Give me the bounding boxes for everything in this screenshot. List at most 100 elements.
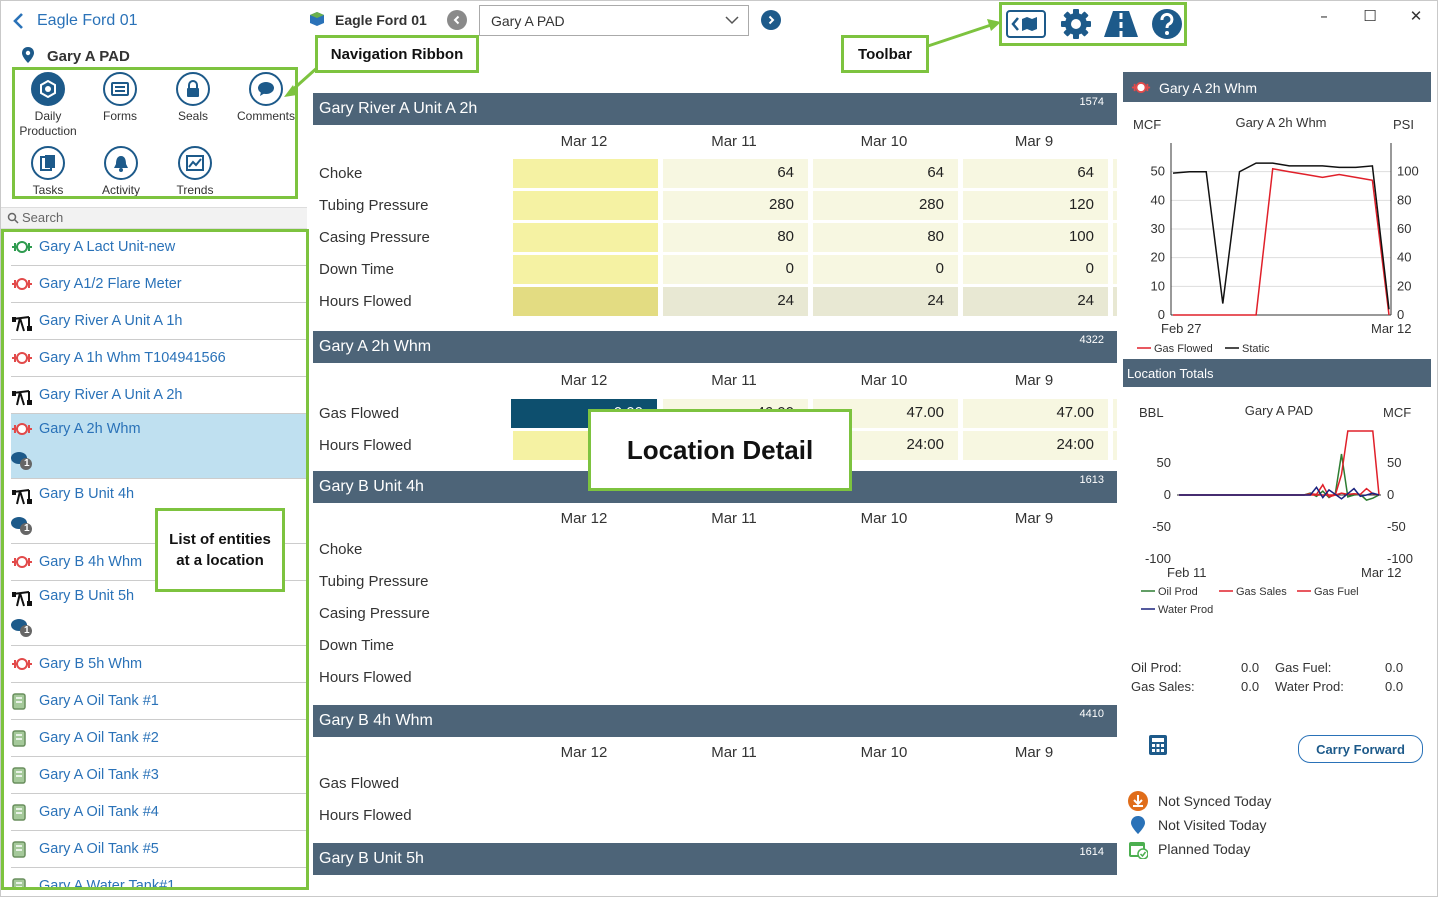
date-label: Mar 11 bbox=[711, 372, 757, 389]
location-totals-chart[interactable]: Gary A PAD BBL MCF -100 -50 0 50 -100 -50 0 50 Feb … bbox=[1123, 389, 1431, 621]
comment-badge-icon[interactable]: 1 bbox=[11, 451, 33, 471]
section-header[interactable]: Gary A 2h Whm 4322 bbox=[313, 331, 1117, 363]
y-tick-label: 0 bbox=[1158, 307, 1165, 322]
data-cell[interactable] bbox=[513, 223, 658, 252]
entity-trend-chart[interactable]: Gary A 2h Whm MCF PSI 0 10 20 30 40 50 0 20 40 60 80 1… bbox=[1123, 105, 1431, 357]
data-cell[interactable]: 80 bbox=[813, 223, 958, 252]
settings-button[interactable] bbox=[1056, 8, 1096, 40]
data-cell[interactable] bbox=[513, 159, 658, 188]
carry-forward-button[interactable]: Carry Forward bbox=[1298, 735, 1423, 763]
list-item[interactable]: Gary River A Unit A 2h bbox=[11, 377, 306, 414]
data-cell[interactable] bbox=[1113, 255, 1117, 284]
search-input[interactable]: Search bbox=[22, 210, 64, 225]
list-item-selected[interactable]: Gary A 2h Whm 1 bbox=[11, 414, 306, 479]
list-item[interactable]: Gary A Oil Tank #4 bbox=[11, 794, 306, 831]
y-tick-label: -50 bbox=[1152, 519, 1171, 534]
map-button[interactable] bbox=[1006, 8, 1046, 40]
ribbon-daily-production[interactable]: Daily Production bbox=[12, 72, 84, 139]
y-tick-label: 20 bbox=[1397, 278, 1411, 293]
row-label: Gas Flowed bbox=[319, 405, 400, 422]
legend-label: Gas Fuel bbox=[1314, 586, 1359, 598]
data-cell[interactable] bbox=[513, 191, 658, 220]
site-title: Eagle Ford 01 bbox=[335, 12, 427, 28]
comment-badge-icon[interactable]: 1 bbox=[11, 516, 33, 536]
data-row: Tubing Pressure 280 280 120 bbox=[313, 189, 1117, 221]
ribbon-tasks[interactable]: Tasks bbox=[12, 146, 84, 198]
ribbon-label: Activity bbox=[101, 183, 140, 197]
list-item[interactable]: Gary A Lact Unit-new bbox=[11, 229, 306, 266]
meter-red-icon bbox=[11, 277, 33, 291]
gas-fuel-value: 0.0 bbox=[1385, 660, 1404, 675]
data-cell[interactable]: 120 bbox=[963, 191, 1108, 220]
y-tick-label: 50 bbox=[1387, 455, 1401, 470]
data-cell[interactable]: 24 bbox=[663, 287, 808, 316]
next-location-button[interactable] bbox=[761, 10, 781, 30]
entity-list-callout: List of entities at a location bbox=[155, 508, 285, 592]
site-name[interactable]: Eagle Ford 01 bbox=[37, 12, 138, 29]
data-cell[interactable]: 280 bbox=[813, 191, 958, 220]
data-row: Choke 64 64 64 bbox=[313, 157, 1117, 189]
data-cell[interactable]: 280 bbox=[663, 191, 808, 220]
y-tick-label: 30 bbox=[1151, 221, 1165, 236]
y-axis-label-right: PSI bbox=[1393, 117, 1414, 132]
comment-badge-icon[interactable]: 1 bbox=[11, 618, 33, 638]
y-tick-label: 10 bbox=[1151, 278, 1165, 293]
list-item[interactable]: Gary A1/2 Flare Meter bbox=[11, 266, 306, 303]
tank-icon bbox=[11, 840, 27, 858]
data-cell[interactable] bbox=[1113, 191, 1117, 220]
data-cell[interactable]: 24 bbox=[813, 287, 958, 316]
help-button[interactable] bbox=[1147, 8, 1187, 40]
data-cell[interactable] bbox=[1113, 399, 1117, 428]
list-item[interactable]: Gary A 1h Whm T104941566 bbox=[11, 340, 306, 377]
search-bar[interactable]: Search bbox=[1, 207, 307, 229]
list-item[interactable]: Gary A Water Tank#1 bbox=[11, 868, 306, 889]
calculator-button[interactable] bbox=[1148, 734, 1168, 756]
data-cell[interactable]: 100 bbox=[963, 223, 1108, 252]
data-cell[interactable]: 24 bbox=[963, 287, 1108, 316]
data-cell[interactable]: 80 bbox=[663, 223, 808, 252]
row-label: Hours Flowed bbox=[319, 293, 412, 310]
list-item[interactable]: Gary B Unit 5h 1 bbox=[11, 581, 306, 646]
location-totals-header: Location Totals bbox=[1123, 359, 1431, 387]
ribbon-seals[interactable]: Seals bbox=[157, 72, 229, 124]
location-dropdown[interactable]: Gary A PAD bbox=[479, 5, 749, 36]
route-button[interactable] bbox=[1101, 8, 1141, 40]
ribbon-activity[interactable]: Activity bbox=[85, 146, 157, 198]
data-cell[interactable] bbox=[1113, 431, 1117, 460]
data-cell[interactable] bbox=[513, 287, 658, 316]
data-cell[interactable] bbox=[1113, 159, 1117, 188]
data-row: Casing Pressure bbox=[313, 597, 1117, 629]
ribbon-comments[interactable]: Comments bbox=[230, 72, 302, 124]
row-label: Hours Flowed bbox=[319, 669, 412, 686]
section-header[interactable]: Gary River A Unit A 2h 1574 bbox=[313, 93, 1117, 125]
section-header[interactable]: Gary B 4h Whm 4410 bbox=[313, 705, 1117, 737]
close-button[interactable]: ✕ bbox=[1409, 7, 1423, 25]
data-cell[interactable] bbox=[513, 255, 658, 284]
data-cell[interactable]: 0 bbox=[663, 255, 808, 284]
list-item[interactable]: Gary B 5h Whm bbox=[11, 646, 306, 683]
data-cell[interactable]: 64 bbox=[963, 159, 1108, 188]
data-cell[interactable] bbox=[1113, 287, 1117, 316]
maximize-button[interactable]: ☐ bbox=[1363, 7, 1377, 25]
list-item[interactable]: Gary A Oil Tank #2 bbox=[11, 720, 306, 757]
list-item[interactable]: Gary River A Unit A 1h bbox=[11, 303, 306, 340]
data-cell[interactable]: 0 bbox=[813, 255, 958, 284]
data-cell[interactable]: 64 bbox=[663, 159, 808, 188]
ribbon-trends[interactable]: Trends bbox=[159, 146, 231, 198]
legend-not-synced: Not Synced Today bbox=[1128, 791, 1271, 811]
ribbon-forms[interactable]: Forms bbox=[84, 72, 156, 124]
back-chevron-icon[interactable] bbox=[11, 11, 27, 31]
road-icon bbox=[1104, 11, 1138, 37]
list-item[interactable]: Gary A Oil Tank #5 bbox=[11, 831, 306, 868]
data-cell[interactable]: 0 bbox=[963, 255, 1108, 284]
data-cell[interactable] bbox=[1113, 223, 1117, 252]
previous-location-button[interactable] bbox=[447, 10, 467, 30]
y-tick-label: 100 bbox=[1397, 164, 1419, 179]
list-item[interactable]: Gary A Oil Tank #1 bbox=[11, 683, 306, 720]
data-cell[interactable]: 24:00 bbox=[963, 431, 1108, 460]
section-header[interactable]: Gary B Unit 5h 1614 bbox=[313, 843, 1117, 875]
minimize-button[interactable]: – bbox=[1320, 7, 1328, 25]
list-item[interactable]: Gary A Oil Tank #3 bbox=[11, 757, 306, 794]
data-cell[interactable]: 64 bbox=[813, 159, 958, 188]
data-cell[interactable]: 47.00 bbox=[963, 399, 1108, 428]
